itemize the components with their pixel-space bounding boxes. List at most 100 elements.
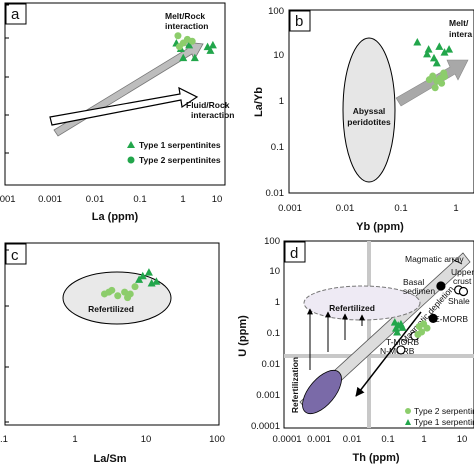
b-point-type1-triangle-5 [423, 49, 432, 58]
panel-b-label-box [289, 10, 311, 32]
legend-circle [127, 156, 135, 164]
a-xlabel: La (ppm) [92, 211, 139, 223]
panel-b-xticks: 0.001 0.01 0.1 1 [278, 203, 459, 214]
panel-d-yticks: 100 10 1 0.1 0.01 0.001 0.0001 [251, 236, 280, 432]
c-xtick-2: 10 [141, 434, 152, 445]
b-point-type2-circle-7 [441, 73, 449, 81]
panel-d-label-box [284, 241, 306, 263]
b-melt-label-1: Melt/ [449, 18, 469, 28]
panel-b-frame [288, 9, 474, 194]
d-ytick-100: 100 [264, 236, 280, 247]
basal-label-2: sedimen [403, 286, 435, 296]
b-point-type1-triangle-4 [440, 48, 449, 56]
panel-c-points [100, 268, 161, 302]
b-xtick-1: 0.01 [336, 203, 355, 214]
panel-a-label: a [11, 6, 20, 23]
annotation-fluid-rock-2: interaction [191, 110, 234, 120]
d-xtick-1: 0.001 [307, 434, 331, 445]
ref-point-n-morb [396, 345, 406, 355]
a-xtick-2: 0.01 [86, 194, 105, 205]
a-xtick-0: 0001 [0, 194, 16, 205]
ref-point-e-morb [428, 313, 438, 323]
b-melt-label-2: intera [449, 29, 472, 39]
b-xlabel: Yb (ppm) [356, 221, 404, 233]
b-point-type2-circle-4 [431, 84, 439, 92]
c-point-type2-circle-7 [105, 288, 113, 296]
a-xtick-4: 1 [180, 194, 185, 205]
upper-crust-label-2: crust [453, 276, 472, 286]
b-point-type2-circle-6 [425, 76, 433, 84]
c-xtick-1: 1 [72, 434, 77, 445]
legend-triangle [127, 141, 135, 148]
panel-a-frame [4, 2, 226, 186]
c-xtick-3: 100 [209, 434, 225, 445]
b-xtick-0: 0.001 [278, 203, 302, 214]
a-point-type1-triangle-6 [190, 53, 199, 62]
panel-c-xticks: .1 1 10 100 [0, 434, 225, 445]
panel-c-frame [4, 242, 220, 426]
c-point-type1-triangle-1 [144, 268, 153, 276]
c-point-type2-circle-5 [131, 283, 139, 291]
a-xtick-1: 0.001 [38, 194, 62, 205]
refertilization-label: Refertilization [290, 357, 300, 413]
a-point-type2-circle-4 [188, 37, 196, 45]
d-ylabel: U (ppm) [237, 315, 249, 357]
d-point-type1-triangle-0 [390, 318, 399, 326]
melt-interaction-arrow-b [395, 59, 469, 107]
b-point-type1-triangle-1 [424, 45, 433, 53]
purple-ellipse [302, 370, 342, 414]
a-point-type1-triangle-2 [185, 40, 194, 49]
annotation-melt-rock-1: Melt/Rock [165, 11, 205, 21]
a-xtick-3: 0.1 [133, 194, 146, 205]
d-point-type2-circle-4 [414, 331, 422, 338]
a-point-type2-circle-0 [174, 32, 182, 40]
b-ytick-1: 1 [279, 96, 284, 107]
panel-d-label: d [290, 245, 298, 262]
b-point-type1-triangle-2 [429, 53, 438, 62]
panel-a-ticks [5, 4, 9, 154]
panel-b-yticks: 100 10 1 0.1 0.01 [266, 6, 285, 199]
abyssal-label-1: Abyssal [353, 106, 386, 116]
c-point-type2-circle-2 [114, 292, 122, 300]
panel-a-points [172, 32, 217, 62]
b-point-type1-triangle-6 [445, 45, 454, 53]
c-point-type1-triangle-4 [147, 279, 156, 287]
panel-a-legend: Type 1 serpentinites Type 2 serpentinite… [127, 140, 221, 165]
panel-c: c Refertilized .1 1 10 100 La/Sm [0, 242, 225, 465]
b-ytick-0.1: 0.1 [271, 142, 284, 153]
d-xtick-3: 0.1 [381, 434, 394, 445]
c-point-type1-triangle-2 [152, 277, 161, 285]
b-point-type2-circle-5 [438, 79, 446, 87]
panel-c-label: c [11, 247, 19, 264]
legend-d-triangle [405, 419, 411, 425]
fluid-rock-arrow [49, 86, 199, 126]
panel-a-label-box [5, 3, 27, 25]
panel-b-points [413, 37, 454, 92]
shale-label: Shale [448, 296, 470, 306]
a-point-type1-triangle-4 [208, 40, 217, 49]
ref-point-basal-sediment [436, 281, 446, 291]
d-ytick-0.1: 0.1 [267, 328, 280, 339]
upper-crust-label-1: Upper [451, 267, 474, 277]
a-xtick-5: 10 [212, 194, 223, 205]
d-xtick-4: 1 [421, 434, 426, 445]
magmatic-depletion-arrow [355, 311, 422, 397]
b-xtick-3: 1 [453, 203, 458, 214]
ref-point-shale [458, 286, 469, 297]
panel-c-label-box [5, 243, 27, 265]
c-point-type2-circle-3 [121, 288, 129, 296]
magmatic-array-leader [451, 258, 463, 265]
b-xtick-2: 0.1 [394, 203, 407, 214]
d-ytick-0.001: 0.001 [256, 390, 280, 401]
c-xlabel: La/Sm [93, 453, 126, 465]
refertilized-label-d: Refertilized [329, 303, 375, 313]
abyssal-peridotites-region [342, 37, 396, 183]
b-point-type1-triangle-3 [435, 42, 444, 50]
panel-d-points [390, 318, 431, 338]
tmorb-label: T-MORB [386, 337, 419, 347]
b-ytick-10: 10 [273, 50, 284, 61]
emorb-label: E-MORB [434, 314, 468, 324]
panel-d-legend: Type 2 serpentin Type 1 serpentin [405, 406, 474, 427]
c-point-type1-triangle-3 [135, 275, 144, 283]
panel-b-label: b [295, 13, 303, 30]
